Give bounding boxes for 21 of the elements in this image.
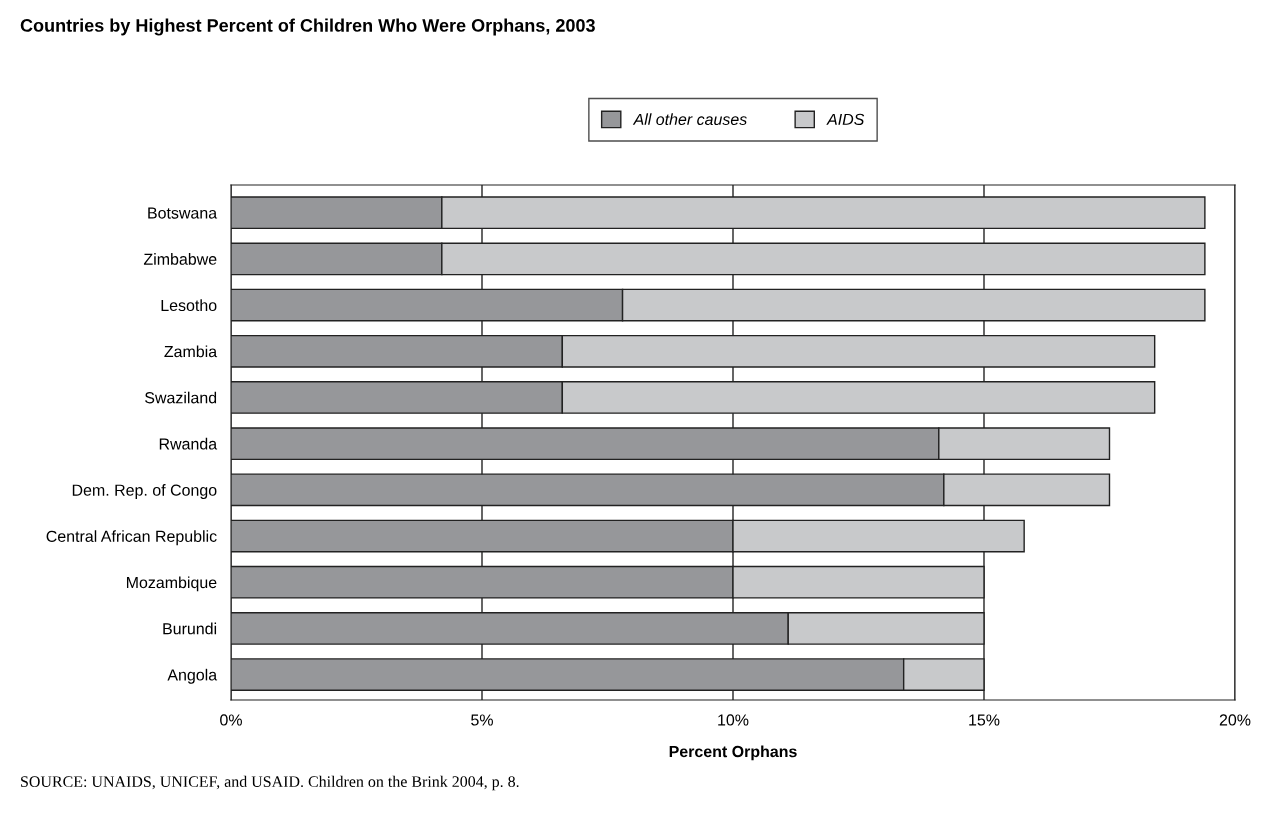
x-tick-label: 5% <box>471 714 493 726</box>
y-tick-label: Rwanda <box>159 437 218 450</box>
y-tick-label: Botswana <box>148 207 218 219</box>
x-axis-title: Percent Orphans <box>669 745 797 761</box>
source-note: SOURCE: UNAIDS, UNICEF, and USAID. Children on the Brink 2004, p. 8. <box>21 775 519 791</box>
x-tick-label: 0% <box>220 714 242 726</box>
legend-label: All other causes <box>632 113 747 126</box>
y-tick-label: Central African Republic <box>46 530 217 546</box>
x-tick-label: 10% <box>718 714 749 726</box>
y-tick-label: Lesotho <box>161 299 217 312</box>
x-tick-label: 20% <box>1219 714 1251 726</box>
y-tick-label: Zimbabwe <box>143 253 217 265</box>
y-tick-label: Swaziland <box>145 391 217 404</box>
y-tick-label: Burundi <box>163 622 217 635</box>
legend-label: AIDS <box>826 113 865 126</box>
y-tick-label: Angola <box>167 668 218 684</box>
x-tick-label: 15% <box>969 714 1000 726</box>
chart-title: Countries by Highest Percent of Children Who Were Orphans, 2003 <box>20 18 595 36</box>
y-tick-label: Dem. Rep. of Congo <box>72 484 217 499</box>
y-tick-label: Zambia <box>164 345 218 358</box>
y-tick-label: Mozambique <box>126 576 217 592</box>
